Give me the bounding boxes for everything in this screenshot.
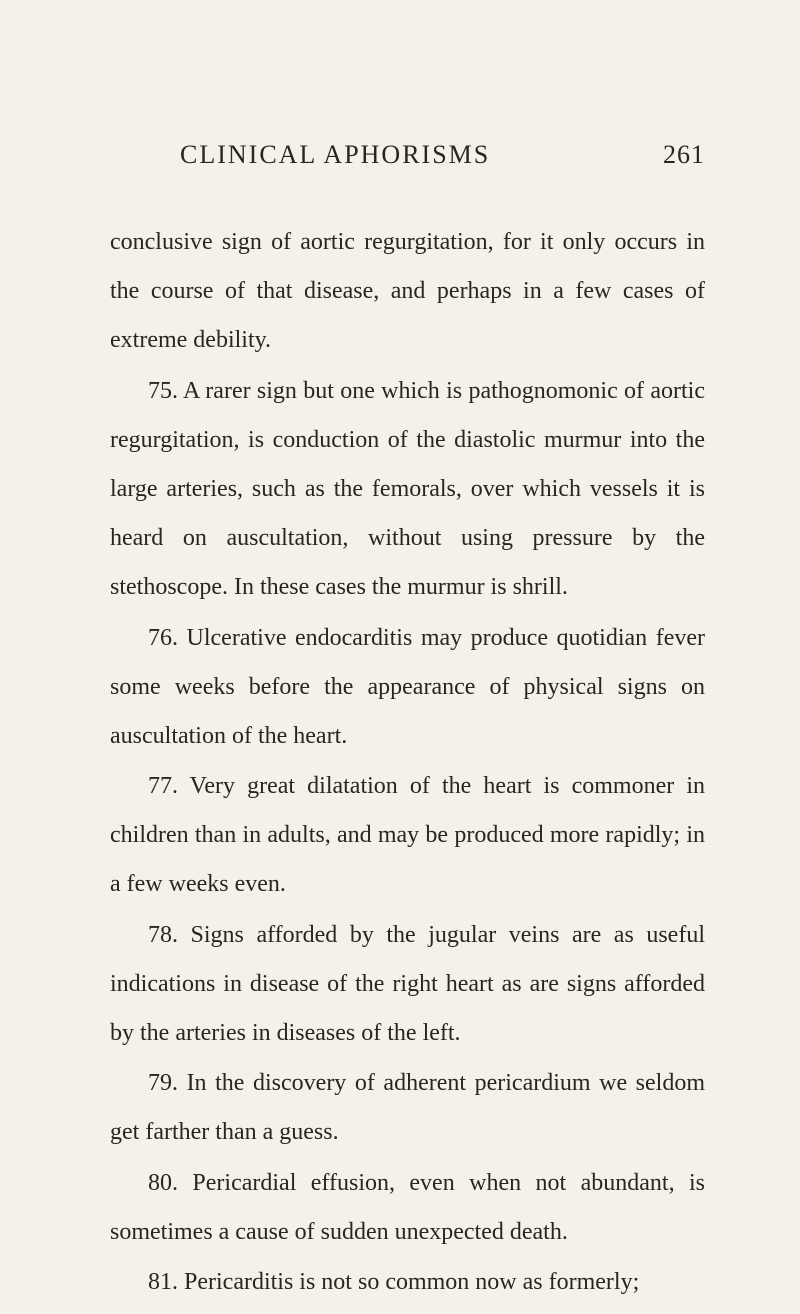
header-title: CLINICAL APHORISMS	[180, 140, 490, 170]
page-header: CLINICAL APHORISMS 261	[110, 140, 705, 170]
paragraph: 79. In the discovery of adherent pericar…	[110, 1059, 705, 1157]
paragraph: 78. Signs afforded by the jugular veins …	[110, 911, 705, 1059]
paragraph: conclusive sign of aortic regurgitation,…	[110, 218, 705, 366]
paragraph: 75. A rarer sign but one which is pathog…	[110, 367, 705, 613]
body-text-container: conclusive sign of aortic regurgitation,…	[110, 218, 705, 1307]
paragraph: 77. Very great dilatation of the heart i…	[110, 762, 705, 910]
paragraph: 76. Ulcerative endocarditis may produce …	[110, 614, 705, 762]
page-number: 261	[663, 140, 705, 170]
paragraph: 81. Pericarditis is not so common now as…	[110, 1258, 705, 1307]
paragraph: 80. Pericardial effusion, even when not …	[110, 1159, 705, 1257]
